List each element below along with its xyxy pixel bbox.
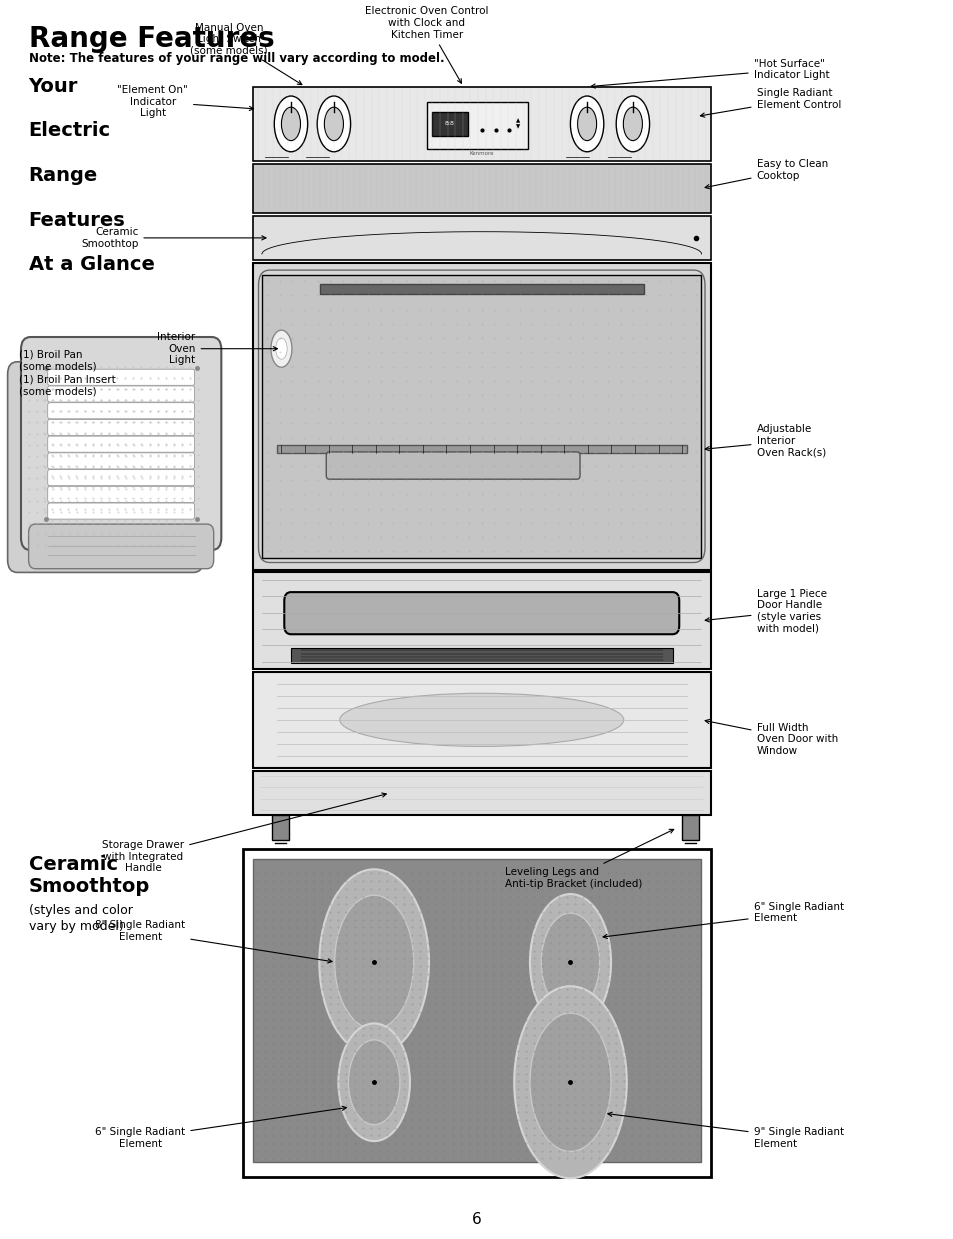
Text: Electric: Electric [29, 121, 111, 140]
Bar [253, 87, 710, 161]
Bar [253, 672, 710, 768]
Ellipse shape [335, 896, 414, 1030]
Bar [272, 815, 289, 840]
Ellipse shape [338, 1023, 410, 1141]
Text: Adjustable
Interior
Oven Rack(s): Adjustable Interior Oven Rack(s) [704, 424, 825, 457]
FancyBboxPatch shape [48, 403, 194, 419]
Text: Large 1 Piece
Door Handle
(style varies
with model): Large 1 Piece Door Handle (style varies … [704, 589, 825, 633]
Text: ▲
▼: ▲ ▼ [516, 119, 520, 129]
Text: (1) Broil Pan
(some models)
(1) Broil Pan Insert
(some models): (1) Broil Pan (some models) (1) Broil Pa… [19, 349, 115, 396]
Bar [426, 102, 527, 149]
Text: Manual Oven
Light Switch
(some models): Manual Oven Light Switch (some models) [190, 22, 301, 84]
Bar [253, 216, 710, 260]
Ellipse shape [319, 870, 429, 1056]
Bar [253, 771, 710, 815]
FancyBboxPatch shape [48, 453, 194, 470]
Text: Ceramic
Smoothtop: Ceramic Smoothtop [81, 227, 266, 249]
FancyBboxPatch shape [8, 362, 203, 572]
Text: Full Width
Oven Door with
Window: Full Width Oven Door with Window [704, 720, 837, 756]
FancyBboxPatch shape [48, 503, 194, 519]
FancyBboxPatch shape [48, 436, 194, 452]
FancyBboxPatch shape [326, 452, 579, 479]
FancyBboxPatch shape [48, 387, 194, 403]
Ellipse shape [348, 1040, 399, 1125]
Ellipse shape [514, 986, 626, 1178]
Ellipse shape [274, 95, 307, 151]
Text: 6" Single Radiant
Element: 6" Single Radiant Element [95, 1106, 346, 1149]
Text: 9" Single Radiant
Element: 9" Single Radiant Element [607, 1113, 842, 1149]
Text: Features: Features [29, 211, 125, 229]
Ellipse shape [275, 338, 287, 359]
FancyBboxPatch shape [48, 419, 194, 436]
Bar [291, 648, 672, 663]
Bar [243, 849, 710, 1177]
Text: "Element On"
Indicator
Light: "Element On" Indicator Light [117, 85, 253, 118]
FancyBboxPatch shape [48, 369, 194, 385]
Bar [253, 263, 710, 570]
Ellipse shape [616, 95, 649, 151]
Bar [681, 815, 699, 840]
FancyBboxPatch shape [29, 524, 213, 569]
Text: 6: 6 [472, 1212, 481, 1227]
Text: Range Features: Range Features [29, 25, 274, 53]
FancyBboxPatch shape [21, 337, 221, 550]
Ellipse shape [339, 694, 623, 746]
Ellipse shape [570, 95, 603, 151]
FancyBboxPatch shape [48, 470, 194, 486]
Text: (styles and color
vary by model): (styles and color vary by model) [29, 904, 132, 933]
Ellipse shape [622, 107, 641, 140]
Text: 8" Single Radiant
Element: 8" Single Radiant Element [95, 921, 332, 963]
Text: At a Glance: At a Glance [29, 255, 154, 274]
Bar [262, 275, 700, 558]
Bar [431, 112, 468, 136]
Text: Ceramic
Smoothtop: Ceramic Smoothtop [29, 855, 150, 896]
Bar [253, 164, 710, 213]
FancyBboxPatch shape [48, 487, 194, 503]
Ellipse shape [577, 107, 596, 140]
Text: Single Radiant
Element Control: Single Radiant Element Control [700, 88, 840, 118]
Ellipse shape [530, 1014, 610, 1151]
Ellipse shape [281, 107, 300, 140]
Bar [276, 445, 686, 453]
Text: Note: The features of your range will vary according to model.: Note: The features of your range will va… [29, 52, 444, 64]
Text: 8:8: 8:8 [444, 121, 455, 126]
Text: "Hot Surface"
Indicator Light: "Hot Surface" Indicator Light [591, 58, 828, 88]
Text: Storage Drawer
with Integrated
Handle: Storage Drawer with Integrated Handle [102, 793, 386, 873]
Text: Range: Range [29, 166, 98, 185]
Bar [253, 572, 710, 669]
Bar [253, 859, 700, 1162]
Text: Your: Your [29, 77, 78, 95]
Ellipse shape [540, 913, 599, 1011]
Text: Electronic Oven Control
with Clock and
Kitchen Timer: Electronic Oven Control with Clock and K… [365, 6, 488, 83]
Ellipse shape [530, 895, 610, 1031]
Text: Kenmore: Kenmore [469, 151, 494, 156]
Text: Easy to Clean
Cooktop: Easy to Clean Cooktop [704, 159, 827, 188]
Text: Leveling Legs and
Anti-tip Bracket (included): Leveling Legs and Anti-tip Bracket (incl… [504, 829, 673, 888]
Text: Interior
Oven
Light: Interior Oven Light [157, 332, 277, 366]
Ellipse shape [271, 330, 292, 367]
FancyBboxPatch shape [284, 592, 679, 634]
Ellipse shape [316, 95, 351, 151]
Bar [319, 284, 643, 294]
Text: 6" Single Radiant
Element: 6" Single Radiant Element [602, 902, 842, 938]
Ellipse shape [324, 107, 343, 140]
